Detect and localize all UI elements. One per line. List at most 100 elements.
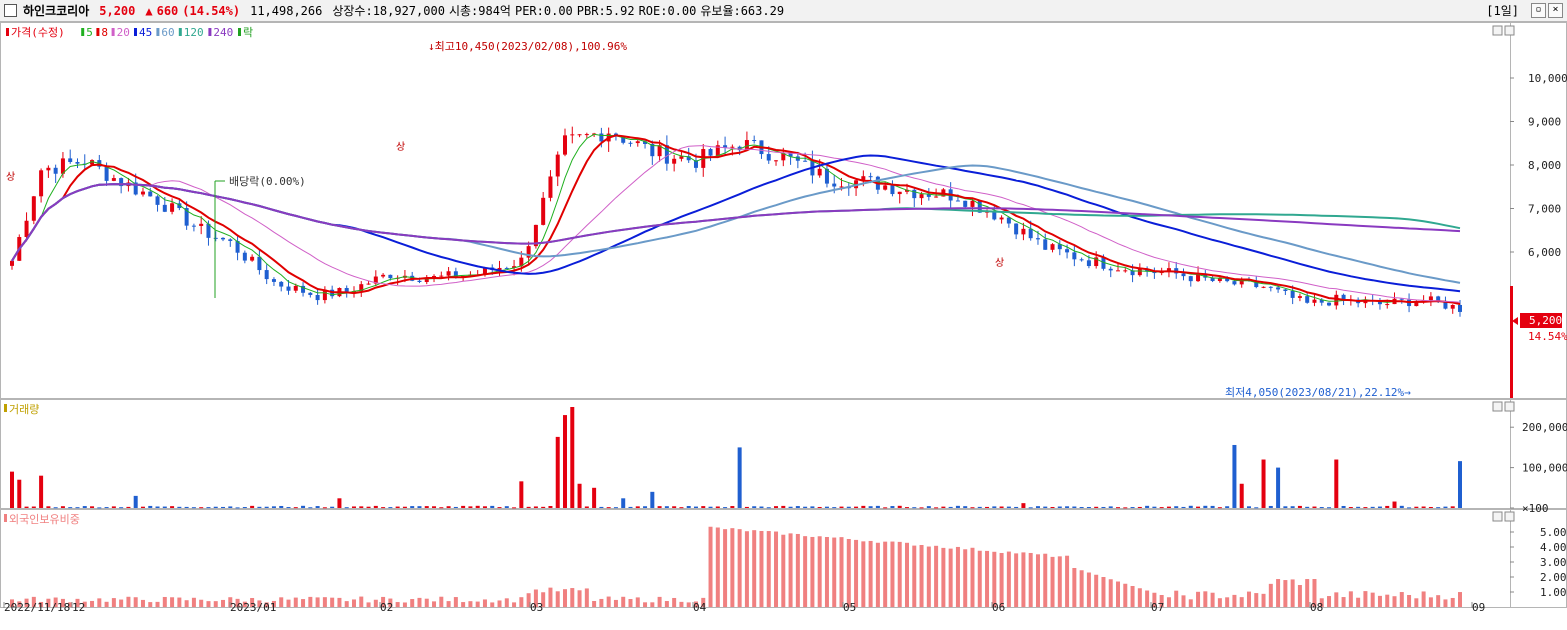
candle-body bbox=[628, 142, 633, 144]
volume-bar bbox=[24, 506, 29, 508]
volume-bar bbox=[46, 506, 51, 508]
foreign-bar bbox=[1137, 588, 1142, 607]
candle-body bbox=[373, 276, 378, 284]
volume-bar bbox=[104, 507, 109, 509]
foreign-bar bbox=[1436, 595, 1441, 607]
volume-bar bbox=[293, 507, 298, 509]
foreign-bar bbox=[257, 600, 262, 607]
foreign-bar bbox=[897, 541, 902, 607]
volume-bar bbox=[708, 506, 713, 508]
candle-body bbox=[1065, 249, 1070, 253]
volume-bar bbox=[402, 506, 407, 508]
volume-tick-label: 200,000 bbox=[1522, 421, 1567, 434]
close-icon[interactable]: × bbox=[1548, 3, 1563, 18]
panel-button-icon bbox=[1492, 25, 1503, 36]
candle-body bbox=[1094, 257, 1099, 267]
volume-bar bbox=[519, 481, 524, 508]
volume-bar bbox=[432, 506, 437, 508]
volume-bar bbox=[184, 506, 189, 508]
restore-icon[interactable]: ▫ bbox=[1531, 3, 1546, 18]
foreign-bar bbox=[490, 602, 495, 607]
volume-bar bbox=[846, 506, 851, 508]
stock-chart: 가격(수정) 5 8 20 45 60 120 240 락 6,000 7,000 8,000 9,00… bbox=[0, 22, 1567, 614]
volume-bar bbox=[824, 506, 829, 508]
volume-bar bbox=[1363, 507, 1368, 509]
volume-bar bbox=[221, 506, 226, 508]
candle-body bbox=[53, 167, 58, 174]
foreign-bar bbox=[1297, 585, 1302, 607]
foreign-bar bbox=[1225, 597, 1230, 607]
foreign-bar bbox=[519, 597, 524, 607]
volume-bar bbox=[446, 506, 451, 508]
candle-body bbox=[992, 211, 997, 220]
volume-bar bbox=[1123, 507, 1128, 509]
candle-body bbox=[1341, 294, 1346, 300]
candle-body bbox=[1196, 273, 1201, 282]
per-value: PER:0.00 bbox=[514, 3, 573, 18]
foreign-bar bbox=[1348, 591, 1353, 607]
volume-bar bbox=[1232, 444, 1237, 508]
volume-bar bbox=[330, 506, 335, 508]
foreign-bar bbox=[861, 541, 866, 607]
volume-bar bbox=[1261, 459, 1266, 508]
volume-bar bbox=[919, 507, 924, 509]
foreign-bar bbox=[774, 531, 779, 607]
candle-body bbox=[1399, 298, 1404, 300]
foreign-bar bbox=[570, 588, 575, 607]
foreign-bar bbox=[402, 602, 407, 607]
foreign-bar bbox=[890, 541, 895, 607]
foreign-bar bbox=[497, 600, 502, 607]
foreign-bar bbox=[264, 602, 269, 607]
limit-up-marker: 상 bbox=[6, 171, 15, 183]
foreign-bar bbox=[424, 598, 429, 607]
foreign-bar bbox=[75, 598, 80, 607]
candle-body bbox=[832, 183, 837, 187]
foreign-bar bbox=[242, 601, 247, 607]
volume-bar bbox=[1436, 507, 1441, 509]
foreign-bar bbox=[1028, 552, 1033, 607]
volume-bar bbox=[366, 506, 371, 508]
candle-body bbox=[388, 274, 393, 279]
candle-body bbox=[504, 267, 509, 269]
select-checkbox[interactable] bbox=[4, 4, 17, 17]
foreign-bar bbox=[461, 602, 466, 607]
foreign-bar bbox=[1217, 598, 1222, 607]
volume-bar bbox=[140, 506, 145, 508]
foreign-bar bbox=[446, 601, 451, 607]
candle-body bbox=[570, 134, 575, 136]
foreign-bar bbox=[643, 602, 648, 607]
candle-body bbox=[679, 156, 684, 159]
legend-swatch bbox=[96, 28, 100, 36]
volume-bar bbox=[672, 506, 677, 508]
foreign-bar bbox=[533, 589, 538, 607]
candle-body bbox=[446, 271, 451, 276]
volume-bar bbox=[1377, 506, 1382, 508]
volume-bar bbox=[766, 507, 771, 509]
candle-body bbox=[1436, 296, 1441, 302]
foreign-bar bbox=[679, 601, 684, 607]
price-change-pct: (14.54%) bbox=[182, 3, 241, 18]
price-tick-label: 10,000 bbox=[1528, 72, 1567, 85]
volume-bar bbox=[904, 507, 909, 509]
legend-label: 8 bbox=[101, 26, 108, 39]
candle-body bbox=[1130, 270, 1135, 276]
volume-tick-label: ×100 bbox=[1522, 502, 1549, 515]
candle-body bbox=[664, 145, 669, 164]
volume-bar bbox=[1130, 507, 1135, 509]
volume-bar bbox=[322, 507, 327, 509]
panel-button-icon bbox=[1504, 401, 1515, 412]
volume-bar bbox=[868, 506, 873, 508]
candle-body bbox=[177, 203, 182, 209]
volume-bar bbox=[628, 506, 633, 508]
candle-body bbox=[1261, 286, 1266, 288]
window-controls: [1일] ▫ × bbox=[1486, 2, 1563, 19]
x-tick-label: 12 bbox=[72, 601, 85, 614]
candle-body bbox=[577, 134, 582, 136]
legend-label: 20 bbox=[117, 26, 130, 39]
volume-bar bbox=[1145, 505, 1150, 508]
volume-bar bbox=[475, 505, 480, 508]
candle-body bbox=[817, 168, 822, 176]
foreign-tick-label: 5.00 bbox=[1540, 526, 1567, 539]
foreign-bar bbox=[68, 602, 73, 607]
period-selector[interactable]: [1일] bbox=[1486, 4, 1519, 18]
